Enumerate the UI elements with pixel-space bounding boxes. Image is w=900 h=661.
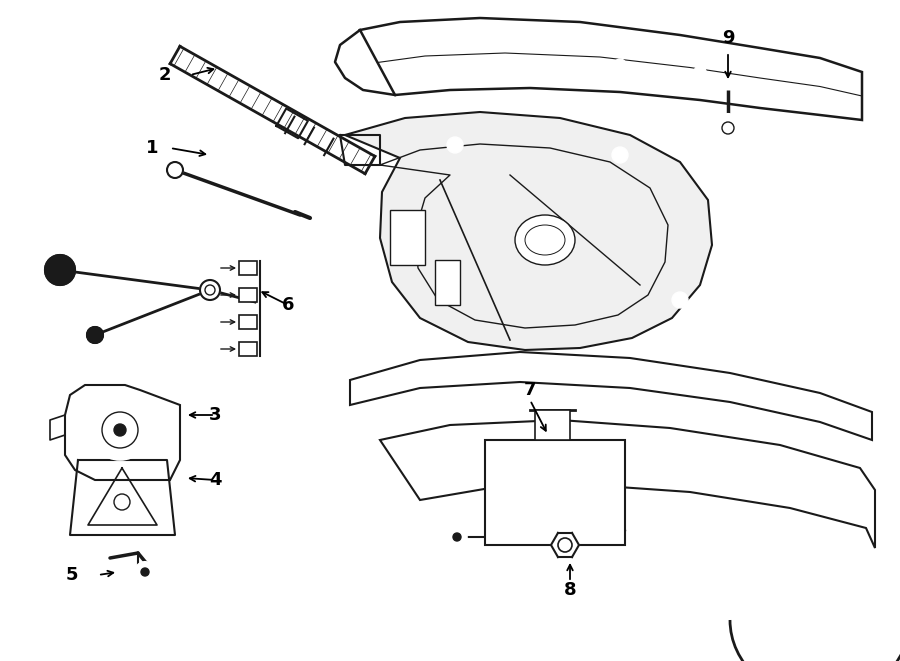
Circle shape (453, 533, 461, 541)
Circle shape (694, 66, 706, 78)
Text: 3: 3 (209, 406, 221, 424)
Text: 5: 5 (66, 566, 78, 584)
Text: 2: 2 (158, 66, 171, 84)
Ellipse shape (515, 215, 575, 265)
Text: 1: 1 (146, 139, 158, 157)
Text: 7: 7 (524, 381, 536, 399)
Circle shape (672, 292, 688, 308)
Text: 9: 9 (722, 29, 734, 47)
Circle shape (90, 400, 150, 460)
Circle shape (135, 562, 155, 582)
Circle shape (141, 568, 149, 576)
Bar (239, 315, 257, 329)
Polygon shape (380, 420, 875, 548)
Circle shape (447, 137, 463, 153)
Circle shape (167, 162, 183, 178)
Text: 8: 8 (563, 581, 576, 599)
Circle shape (114, 424, 126, 436)
Circle shape (614, 59, 626, 71)
Circle shape (612, 147, 628, 163)
Text: 4: 4 (209, 471, 221, 489)
Bar (239, 261, 257, 275)
Bar (239, 342, 257, 356)
Circle shape (87, 327, 103, 343)
Text: 6: 6 (282, 296, 294, 314)
Bar (485, 440, 625, 545)
Polygon shape (65, 385, 180, 480)
Bar (535, 410, 570, 440)
Bar (435, 260, 460, 305)
Circle shape (551, 531, 579, 559)
Polygon shape (360, 18, 862, 120)
Bar (390, 210, 425, 265)
Circle shape (45, 255, 75, 285)
Polygon shape (345, 112, 712, 350)
Circle shape (714, 114, 742, 142)
Polygon shape (350, 352, 872, 440)
Ellipse shape (525, 225, 565, 255)
Circle shape (200, 280, 220, 300)
Circle shape (447, 527, 467, 547)
Bar (239, 288, 257, 302)
